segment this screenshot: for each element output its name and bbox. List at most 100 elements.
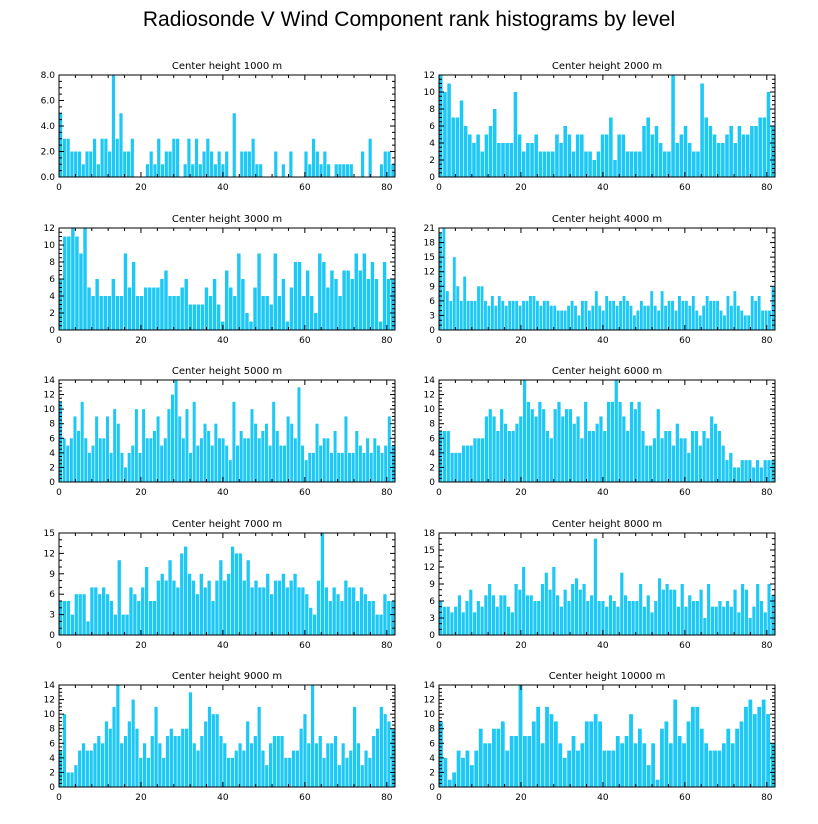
- histogram-bar: [683, 438, 687, 482]
- x-tick-label: 80: [381, 641, 393, 651]
- histogram-bar: [534, 416, 538, 482]
- histogram-bar: [747, 315, 751, 330]
- histogram-bar: [625, 151, 630, 177]
- y-tick-label: 8: [49, 420, 55, 430]
- histogram-bar: [124, 467, 128, 482]
- histogram-bar: [712, 300, 716, 330]
- histogram-bar: [465, 750, 470, 787]
- histogram-bar: [253, 287, 257, 330]
- histogram-bar: [649, 445, 653, 482]
- histogram-bar: [505, 750, 510, 787]
- histogram-bar: [172, 296, 176, 330]
- x-tick-label: 20: [515, 336, 527, 346]
- histogram-bar: [221, 164, 225, 177]
- histogram-bar: [593, 538, 597, 635]
- histogram-bar: [199, 573, 203, 635]
- histogram-bar: [737, 126, 742, 177]
- histogram-bar: [752, 606, 756, 635]
- histogram-bar: [384, 445, 388, 482]
- histogram-bar: [125, 614, 129, 635]
- y-tick-label: 12: [44, 696, 55, 706]
- histogram-bar: [379, 706, 383, 787]
- histogram-bar: [723, 315, 726, 330]
- histogram-bar: [591, 305, 595, 330]
- histogram-bar: [480, 286, 484, 330]
- histogram-bar: [509, 143, 514, 177]
- histogram-bar: [542, 151, 547, 177]
- histogram-bar: [609, 117, 613, 177]
- histogram-bar: [580, 743, 585, 787]
- histogram-bar: [713, 750, 717, 787]
- histogram-bar: [75, 236, 79, 330]
- histogram-bar: [82, 594, 86, 635]
- histogram-bar: [239, 431, 243, 482]
- histogram-bar: [308, 164, 312, 177]
- histogram-bar: [633, 151, 638, 177]
- histogram-bar: [691, 601, 696, 635]
- panel-title: Center height 2000 m: [552, 61, 662, 72]
- histogram-bar: [123, 253, 128, 330]
- histogram-bar: [187, 573, 192, 635]
- histogram-bar: [142, 409, 146, 482]
- y-tick-label: 6: [429, 434, 435, 444]
- y-tick-label: 8: [429, 105, 435, 115]
- histogram-bar: [487, 305, 491, 330]
- histogram-bar: [180, 287, 184, 330]
- histogram-bar: [623, 595, 628, 635]
- histogram-bar: [348, 587, 352, 635]
- histogram-bar: [620, 743, 625, 787]
- histogram-bar: [290, 423, 294, 482]
- histogram-bar: [557, 401, 561, 482]
- histogram-bar: [704, 743, 709, 787]
- histogram-bar: [352, 587, 356, 635]
- histogram-bar: [387, 416, 391, 482]
- histogram-bar: [639, 584, 643, 635]
- histogram-bar: [213, 164, 217, 177]
- histogram-bar: [496, 728, 501, 787]
- histogram-bar: [635, 601, 639, 635]
- histogram-bar: [646, 305, 650, 330]
- histogram-bar: [752, 467, 756, 482]
- histogram-bar: [91, 445, 95, 482]
- y-tick-label: 12: [424, 71, 435, 81]
- histogram-bar: [289, 287, 294, 330]
- histogram-bar: [594, 291, 598, 330]
- histogram-bar: [714, 606, 718, 635]
- histogram-bar: [729, 126, 733, 177]
- histogram-bar: [378, 321, 383, 330]
- y-tick-label: 18: [424, 239, 436, 249]
- histogram-bar: [261, 296, 265, 330]
- histogram-bar: [100, 138, 104, 177]
- histogram-bar: [650, 134, 655, 177]
- histogram-bar: [629, 305, 633, 330]
- histogram-bar: [500, 721, 505, 787]
- x-tick-label: 60: [299, 183, 311, 193]
- histogram-bar: [73, 416, 77, 482]
- histogram-bar: [525, 595, 530, 635]
- histogram-bar: [123, 151, 127, 177]
- histogram-bar: [217, 151, 221, 177]
- histogram-bar: [232, 401, 236, 482]
- histogram-bar: [620, 572, 624, 635]
- y-tick-label: 0: [49, 326, 55, 336]
- histogram-bar: [173, 736, 177, 787]
- histogram-bar: [289, 580, 293, 635]
- histogram-bar: [681, 300, 685, 330]
- x-tick-label: 80: [381, 488, 393, 498]
- histogram-bar: [66, 138, 70, 177]
- y-tick-label: 0.0: [41, 173, 56, 183]
- histogram-bar: [505, 143, 509, 177]
- histogram-bar: [532, 296, 536, 330]
- histogram-bar: [499, 595, 503, 635]
- histogram-bar: [273, 580, 278, 635]
- histogram-bar: [359, 587, 364, 635]
- panel-title: Center height 4000 m: [552, 214, 662, 225]
- histogram-bar: [759, 601, 764, 635]
- y-tick-label: 4: [429, 754, 435, 764]
- histogram-bar: [454, 606, 458, 635]
- histogram-bar: [327, 164, 331, 177]
- histogram-bar: [740, 460, 744, 482]
- histogram-bar: [101, 587, 106, 635]
- histogram-bar: [200, 736, 204, 787]
- histogram-bar: [353, 706, 357, 787]
